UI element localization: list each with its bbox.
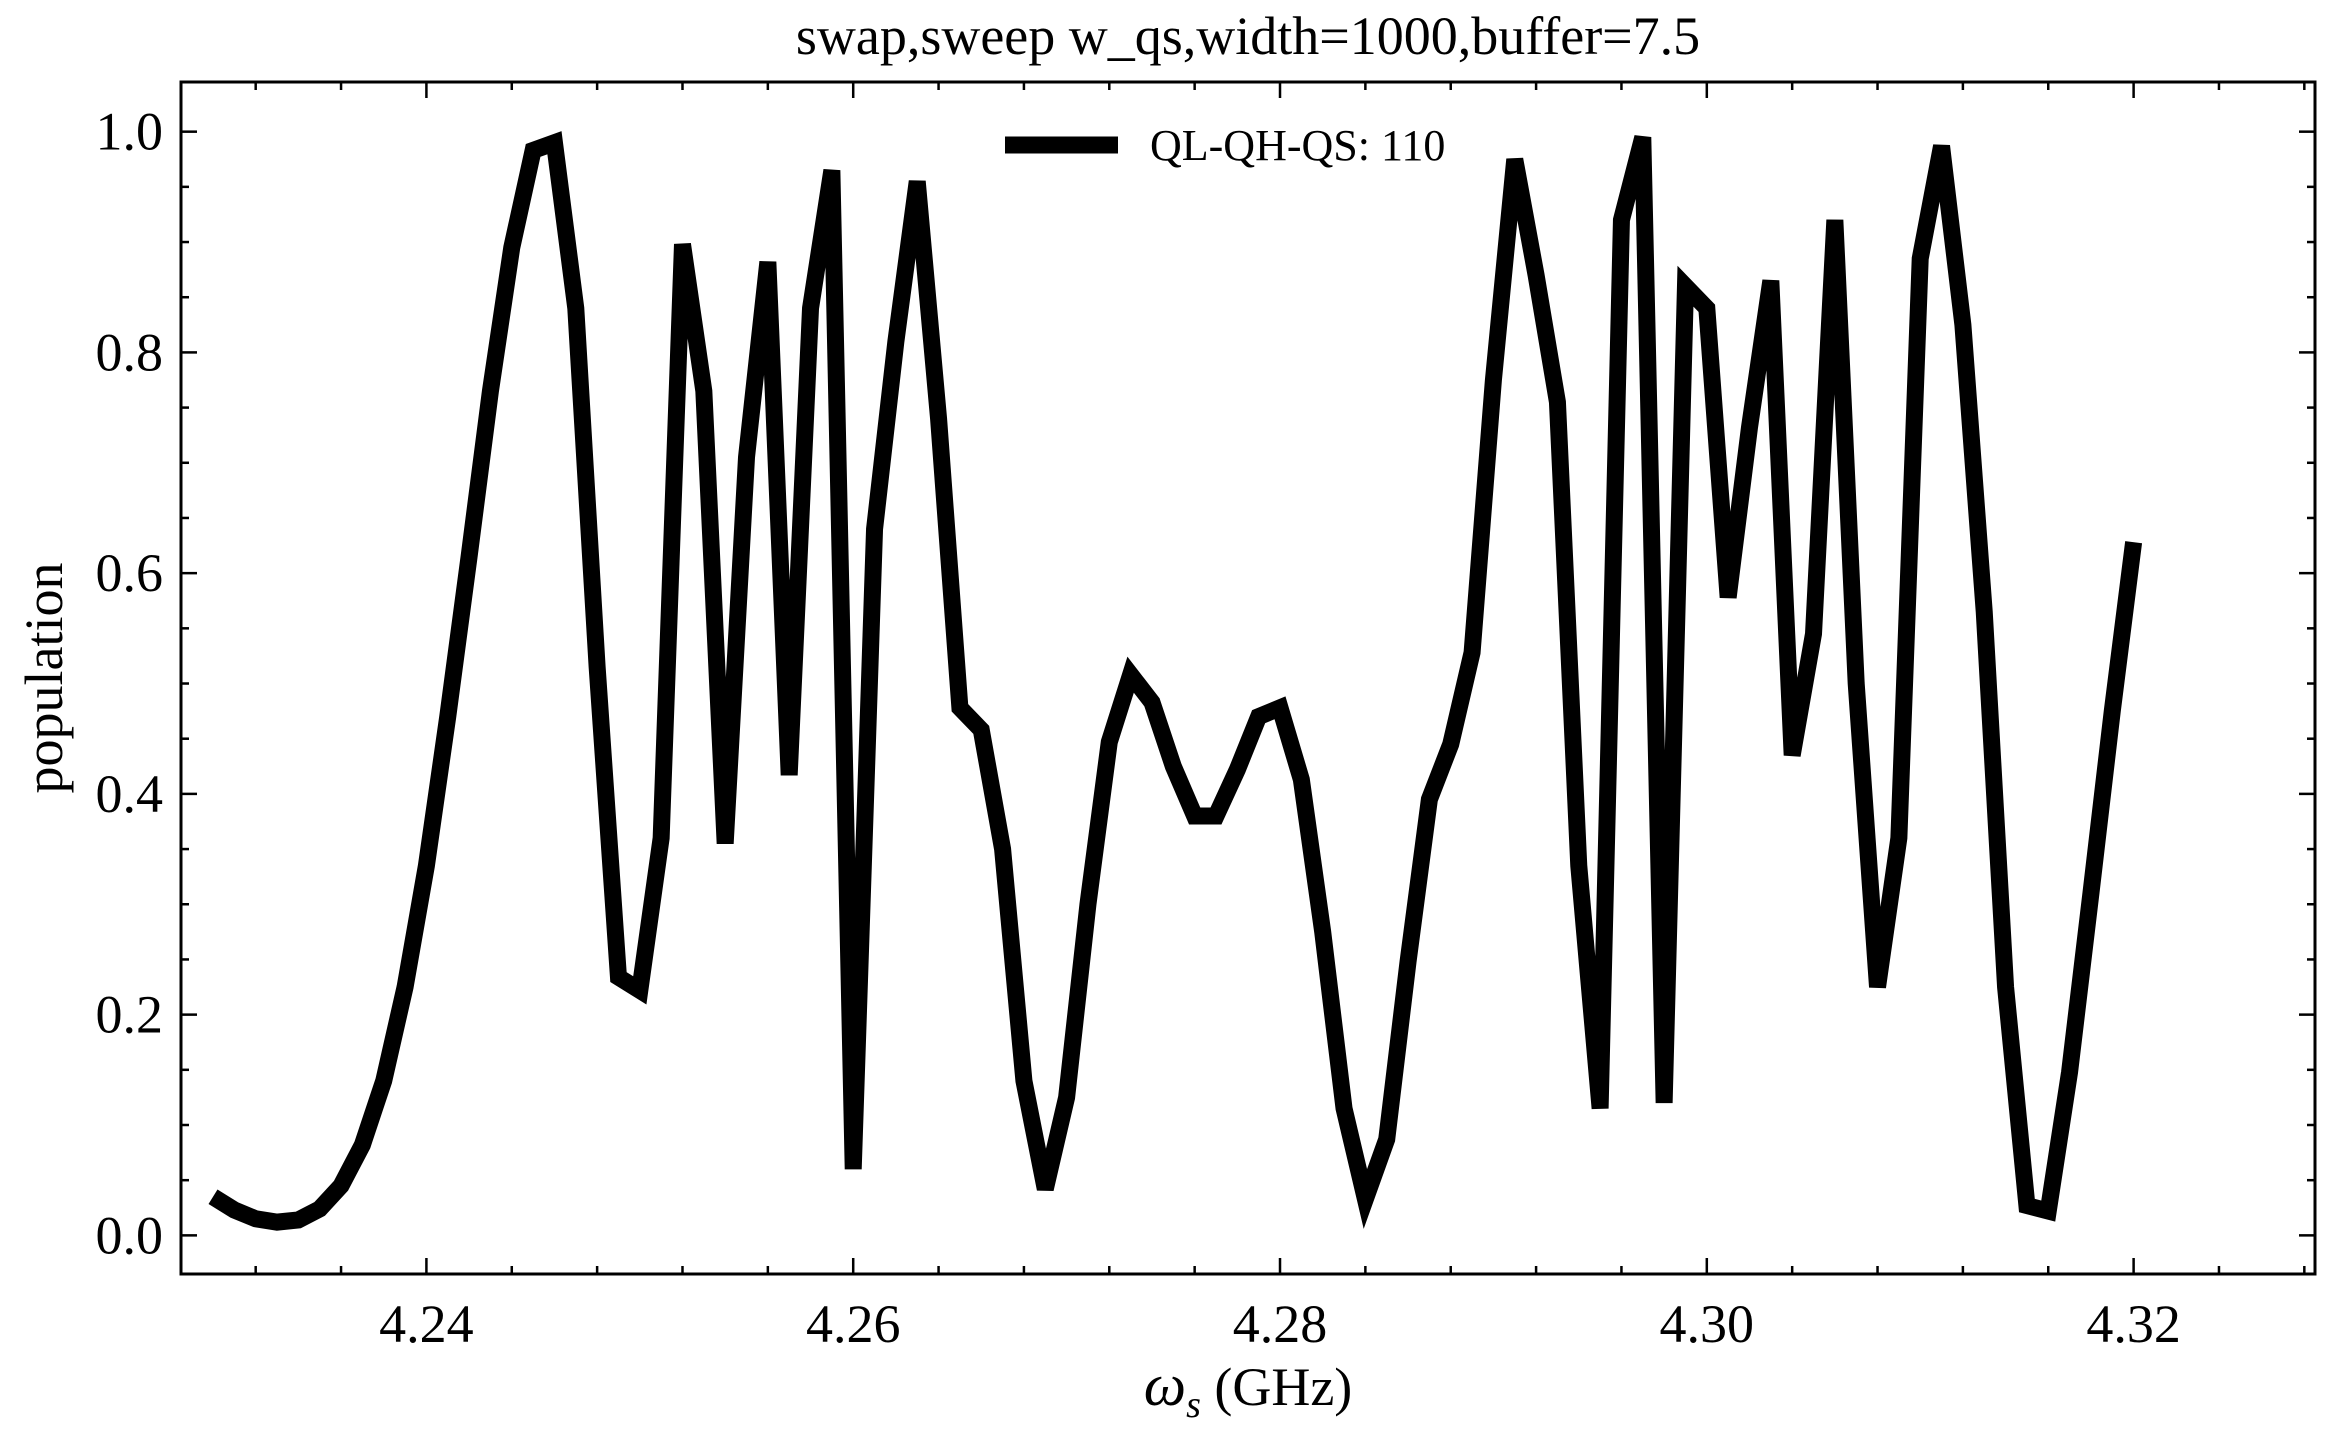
x-axis-unit-text: (GHz) — [1214, 1357, 1352, 1417]
legend-label: QL-QH-QS: 110 — [1150, 121, 1445, 170]
x-axis-unit — [1201, 1357, 1215, 1417]
y-tick-label: 0.2 — [96, 985, 164, 1045]
y-tick-label: 0.6 — [96, 543, 164, 603]
y-axis-title: population — [14, 563, 74, 794]
y-tick-label: 0.0 — [96, 1205, 164, 1265]
chart-title: swap,sweep w_qs,width=1000,buffer=7.5 — [796, 6, 1700, 66]
x-tick-label: 4.30 — [1660, 1294, 1755, 1354]
plot-frame — [179, 80, 2317, 1276]
x-tick-label: 4.26 — [806, 1294, 901, 1354]
x-axis-subscript: s — [1186, 1384, 1201, 1426]
y-tick-label: 1.0 — [96, 102, 164, 162]
x-tick-label: 4.28 — [1233, 1294, 1328, 1354]
tick-marks — [181, 82, 2315, 1274]
y-tick-label: 0.4 — [96, 764, 164, 824]
x-tick-label: 4.24 — [379, 1294, 474, 1354]
plot-area: 4.24 4.26 4.28 4.30 4.32 0.0 0.2 0.4 0.6 0.8 1.0 — [96, 80, 2317, 1354]
legend: QL-QH-QS: 110 — [1005, 121, 1445, 170]
series-line-ql-qh-qs-110 — [208, 131, 2143, 1231]
y-tick-labels: 0.0 0.2 0.4 0.6 0.8 1.0 — [96, 102, 164, 1266]
x-tick-label: 4.32 — [2086, 1294, 2181, 1354]
x-axis-title: ωs (GHz) — [1144, 1352, 1353, 1426]
x-axis-symbol: ω — [1144, 1352, 1186, 1418]
x-tick-labels: 4.24 4.26 4.28 4.30 4.32 — [379, 1294, 2181, 1354]
y-tick-label: 0.8 — [96, 322, 164, 382]
